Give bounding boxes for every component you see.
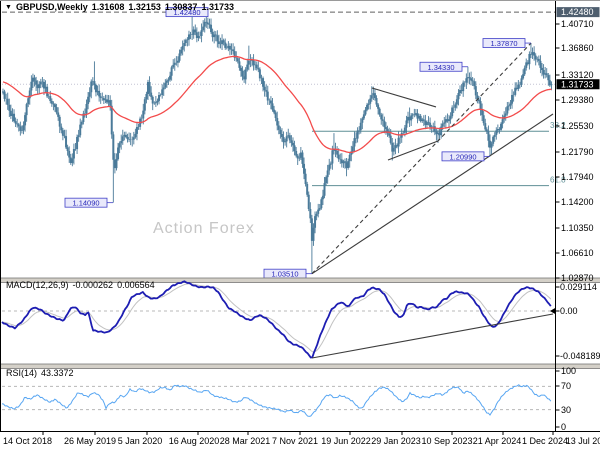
price-label-box — [64, 197, 108, 208]
price-label-1.42480[interactable]: 1.42480 — [165, 7, 209, 18]
price-tick-label: 1.10350 — [561, 223, 594, 233]
price-label-box — [441, 151, 485, 162]
macd-zero-marker-icon — [550, 307, 556, 315]
rsi-name: RSI(14) — [6, 368, 38, 378]
axis-tag-1.31733: 1.31733 — [556, 79, 600, 90]
rsi-axis-label: 30 — [561, 405, 571, 415]
trendline-triangle-upper[interactable] — [371, 87, 437, 108]
price-tick-label: 1.21790 — [561, 147, 594, 157]
rsi-axis-label: 70 — [561, 381, 571, 391]
macd-axis-label: -0.048189 — [560, 351, 600, 361]
price-tick-label: 1.02870 — [561, 273, 594, 283]
date-label: 14 Oct 2018 — [3, 436, 52, 446]
date-label: 28 Mar 2021 — [220, 436, 271, 446]
price-label-text: 1.20990 — [449, 152, 476, 161]
date-label: 10 Sep 2023 — [421, 436, 472, 446]
symbol-label: GBPUSD,Weekly — [15, 2, 88, 12]
rsi-label: RSI(14) 43.3372 — [6, 368, 78, 378]
price-tick-label: 1.33120 — [561, 70, 594, 80]
rsi-value: 43.3372 — [41, 368, 74, 378]
price-tick-label: 1.14200 — [561, 197, 594, 207]
price-label-text: 1.34330 — [427, 63, 454, 72]
axis-tag-box — [556, 79, 600, 90]
price-label-1.14090[interactable]: 1.14090 — [64, 197, 113, 208]
macd-name: MACD(12,26,9) — [6, 280, 69, 290]
candlestick-series — [2, 12, 553, 274]
macd-main-value: -0.000262 — [72, 280, 114, 290]
price-label-box — [482, 38, 526, 48]
fib-label-61.8: 61.8 — [550, 176, 566, 185]
price-tick-label: 1.25530 — [561, 121, 594, 131]
macd-label: MACD(12,26,9) -0.000262 0.006564 — [6, 280, 159, 290]
macd-signal-value: 0.006564 — [117, 280, 155, 290]
date-label: 29 Jan 2023 — [371, 436, 421, 446]
time-axis[interactable]: 14 Oct 2018 26 May 2019 5 Jan 2020 16 Aug 2… — [3, 431, 600, 447]
panel-separator-2[interactable] — [0, 363, 600, 369]
macd-axis-label: 0.029114 — [560, 282, 597, 292]
trendline-support-from-2022-low[interactable] — [311, 113, 554, 275]
macd-axis-label: 0.00 — [560, 306, 578, 316]
price-tick-label: 1.29380 — [561, 95, 594, 105]
price-tick-label: 1.06610 — [561, 248, 594, 258]
date-label: 7 Nov 2021 — [272, 436, 318, 446]
low-value: 1.30837 — [164, 2, 198, 12]
date-label: 13 Jul 2025 — [566, 436, 600, 446]
macd-signal-line[interactable] — [1, 283, 552, 353]
close-value: 1.31733 — [201, 2, 234, 12]
rsi-axis-label: 0 — [561, 422, 566, 432]
price-label-box — [419, 61, 463, 72]
panel-separator-1[interactable] — [0, 277, 600, 283]
price-label-box — [165, 7, 209, 18]
price-label-1.03510[interactable]: 1.03510 — [263, 268, 312, 279]
price-tick-label: 1.40710 — [561, 19, 594, 29]
price-label-text: 1.42480 — [173, 8, 200, 17]
symbol-dropdown-icon[interactable]: ▼ — [5, 4, 12, 11]
axis-tag-text: 1.42480 — [561, 7, 594, 17]
date-label: 21 Apr 2024 — [473, 436, 522, 446]
date-label: 26 May 2019 — [64, 436, 116, 446]
price-label-text: 1.37870 — [490, 39, 517, 48]
date-label: 19 Jun 2022 — [321, 436, 371, 446]
date-label: 16 Aug 2020 — [169, 436, 220, 446]
axis-tag-text: 1.31733 — [561, 79, 594, 89]
rsi-axis-label: 100 — [561, 366, 576, 376]
high-value: 1.32153 — [128, 2, 161, 12]
separator-bar — [0, 278, 600, 283]
rsi-line[interactable] — [1, 384, 552, 417]
separator-bar — [0, 364, 600, 369]
moving-average-line[interactable] — [2, 55, 552, 154]
open-value: 1.31608 — [91, 2, 125, 12]
macd-trendline[interactable] — [311, 313, 554, 359]
axis-tag-box — [556, 7, 600, 18]
price-label-1.34330[interactable]: 1.34330 — [419, 61, 468, 72]
chart-title: ▼ GBPUSD,Weekly 1.31608 1.32153 1.30837 1.317… — [5, 2, 238, 12]
price-axis[interactable]: 1.40710 1.36860 1.33120 1.29380 1.25530 1.217… — [556, 19, 600, 432]
macd-main-line[interactable] — [1, 280, 552, 359]
price-tick-label: 1.17940 — [561, 172, 594, 182]
date-label: 5 Jan 2020 — [118, 436, 163, 446]
price-tick-label: 1.36860 — [561, 43, 594, 53]
price-label-text: 1.14090 — [72, 199, 99, 208]
price-label-1.20990[interactable]: 1.20990 — [441, 151, 490, 162]
trendline-triangle-lower[interactable] — [387, 140, 439, 161]
axis-tag-1.42480: 1.42480 — [556, 7, 600, 18]
price-label-text: 1.03510 — [271, 270, 298, 279]
price-label-1.37870[interactable]: 1.37870 — [482, 38, 531, 49]
candle-bodies — [2, 21, 553, 241]
date-label: 1 Dec 2024 — [522, 436, 568, 446]
